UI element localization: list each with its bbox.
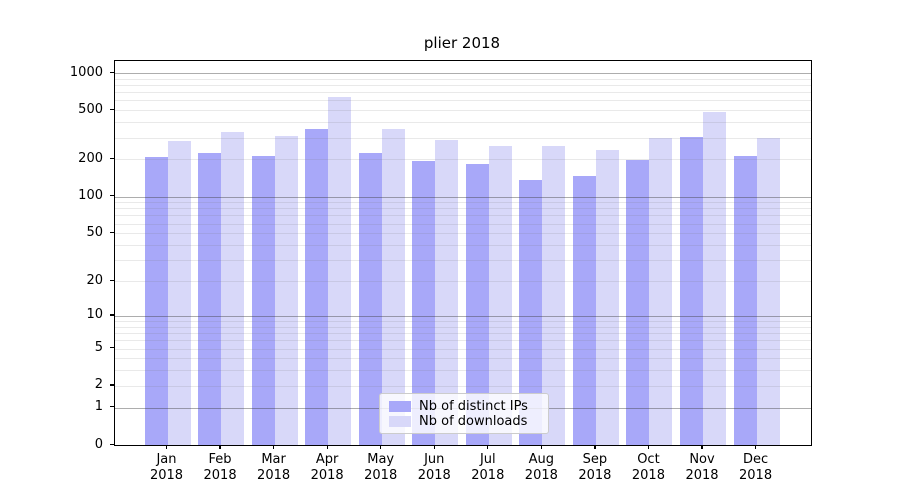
x-tick-mark-may xyxy=(380,445,382,450)
bar-distinct-ips-feb xyxy=(198,153,222,445)
y-tick-label-500: 500 xyxy=(78,101,103,117)
bar-distinct-ips-may xyxy=(358,152,382,445)
y-tick-label-200: 200 xyxy=(78,150,103,166)
gridline-minor-500 xyxy=(115,110,811,112)
bar-distinct-ips-dec xyxy=(733,155,757,445)
y-tick-mark-0 xyxy=(110,443,114,445)
bar-distinct-ips-nov xyxy=(680,136,703,445)
x-tick-label-feb: Feb 2018 xyxy=(203,452,237,483)
x-tick-mark-dec xyxy=(754,445,757,450)
legend-item-distinct-ips: Nb of distinct IPs xyxy=(389,399,539,414)
y-tick-label-20: 20 xyxy=(86,272,103,288)
bar-distinct-ips-apr xyxy=(305,129,329,445)
bar-distinct-ips-aug xyxy=(519,180,543,445)
y-tick-label-5: 5 xyxy=(94,340,103,356)
y-tick-label-2: 2 xyxy=(94,377,103,393)
legend-swatch-downloads xyxy=(389,416,411,427)
bar-distinct-ips-jul xyxy=(465,164,489,445)
gridline-major-1000 xyxy=(115,73,811,74)
y-tick-label-1: 1 xyxy=(94,399,103,415)
x-tick-mark-sep xyxy=(594,445,596,450)
x-tick-label-sep: Sep 2018 xyxy=(578,452,612,483)
y-tick-mark-100 xyxy=(110,195,114,197)
bar-downloads-feb xyxy=(221,132,245,445)
bar-distinct-ips-sep xyxy=(572,175,596,445)
bar-downloads-apr xyxy=(328,96,352,445)
x-tick-mark-oct xyxy=(647,445,650,450)
x-tick-mark-nov xyxy=(701,445,703,450)
y-tick-mark-200 xyxy=(110,157,114,160)
bar-distinct-ips-jan xyxy=(144,157,168,445)
x-tick-label-aug: Aug 2018 xyxy=(524,452,558,483)
bar-downloads-dec xyxy=(756,138,780,445)
bar-downloads-jul xyxy=(488,146,512,445)
gridline-minor-800 xyxy=(115,85,811,86)
legend-label-downloads: Nb of downloads xyxy=(419,414,528,429)
bar-downloads-oct xyxy=(649,138,673,445)
x-tick-mark-aug xyxy=(540,445,543,450)
y-tick-mark-5 xyxy=(110,347,114,349)
bar-distinct-ips-mar xyxy=(251,155,275,445)
legend-swatch-distinct-ips xyxy=(389,401,411,412)
bar-downloads-jan xyxy=(167,140,191,445)
y-tick-mark-10 xyxy=(110,314,114,316)
x-tick-label-mar: Mar 2018 xyxy=(257,452,291,483)
x-tick-mark-feb xyxy=(219,445,221,450)
x-tick-label-nov: Nov 2018 xyxy=(685,452,719,483)
y-tick-mark-500 xyxy=(110,108,114,111)
plot-area: Nb of distinct IPs Nb of downloads xyxy=(114,60,812,446)
legend-label-distinct-ips: Nb of distinct IPs xyxy=(419,399,528,414)
x-tick-mark-jul xyxy=(487,445,489,450)
bar-downloads-may xyxy=(381,128,405,445)
y-tick-mark-1 xyxy=(110,406,114,408)
y-tick-mark-50 xyxy=(110,231,114,234)
legend: Nb of distinct IPs Nb of downloads xyxy=(379,393,549,434)
x-tick-mark-jan xyxy=(165,445,168,450)
gridline-minor-600 xyxy=(115,100,811,102)
chart-title: plier 2018 xyxy=(423,34,501,52)
bar-downloads-jun xyxy=(435,139,459,445)
bar-distinct-ips-jun xyxy=(412,161,436,445)
bar-distinct-ips-oct xyxy=(626,160,650,445)
y-tick-label-10: 10 xyxy=(86,307,103,323)
x-tick-label-may: May 2018 xyxy=(364,452,398,483)
x-tick-mark-jun xyxy=(433,445,435,450)
gridline-minor-900 xyxy=(115,78,811,80)
bar-downloads-nov xyxy=(703,112,726,445)
bar-downloads-aug xyxy=(542,145,566,445)
bar-downloads-mar xyxy=(274,135,298,445)
legend-item-downloads: Nb of downloads xyxy=(389,414,539,429)
y-tick-mark-2 xyxy=(110,384,114,386)
x-tick-label-jan: Jan 2018 xyxy=(149,452,184,483)
x-tick-label-jun: Jun 2018 xyxy=(417,452,451,483)
x-tick-label-dec: Dec 2018 xyxy=(739,452,773,483)
y-tick-label-0: 0 xyxy=(94,436,103,452)
y-tick-label-50: 50 xyxy=(86,224,103,240)
y-tick-label-100: 100 xyxy=(78,188,103,203)
x-tick-mark-mar xyxy=(273,445,275,450)
y-tick-mark-1000 xyxy=(110,71,114,73)
x-tick-label-jul: Jul 2018 xyxy=(471,452,505,483)
x-tick-label-apr: Apr 2018 xyxy=(310,452,344,483)
gridline-minor-700 xyxy=(115,92,811,94)
x-tick-label-oct: Oct 2018 xyxy=(631,452,665,483)
y-tick-mark-20 xyxy=(110,279,114,281)
x-tick-mark-apr xyxy=(326,445,328,450)
bar-downloads-sep xyxy=(595,150,619,445)
y-tick-label-1000: 1000 xyxy=(69,64,103,80)
